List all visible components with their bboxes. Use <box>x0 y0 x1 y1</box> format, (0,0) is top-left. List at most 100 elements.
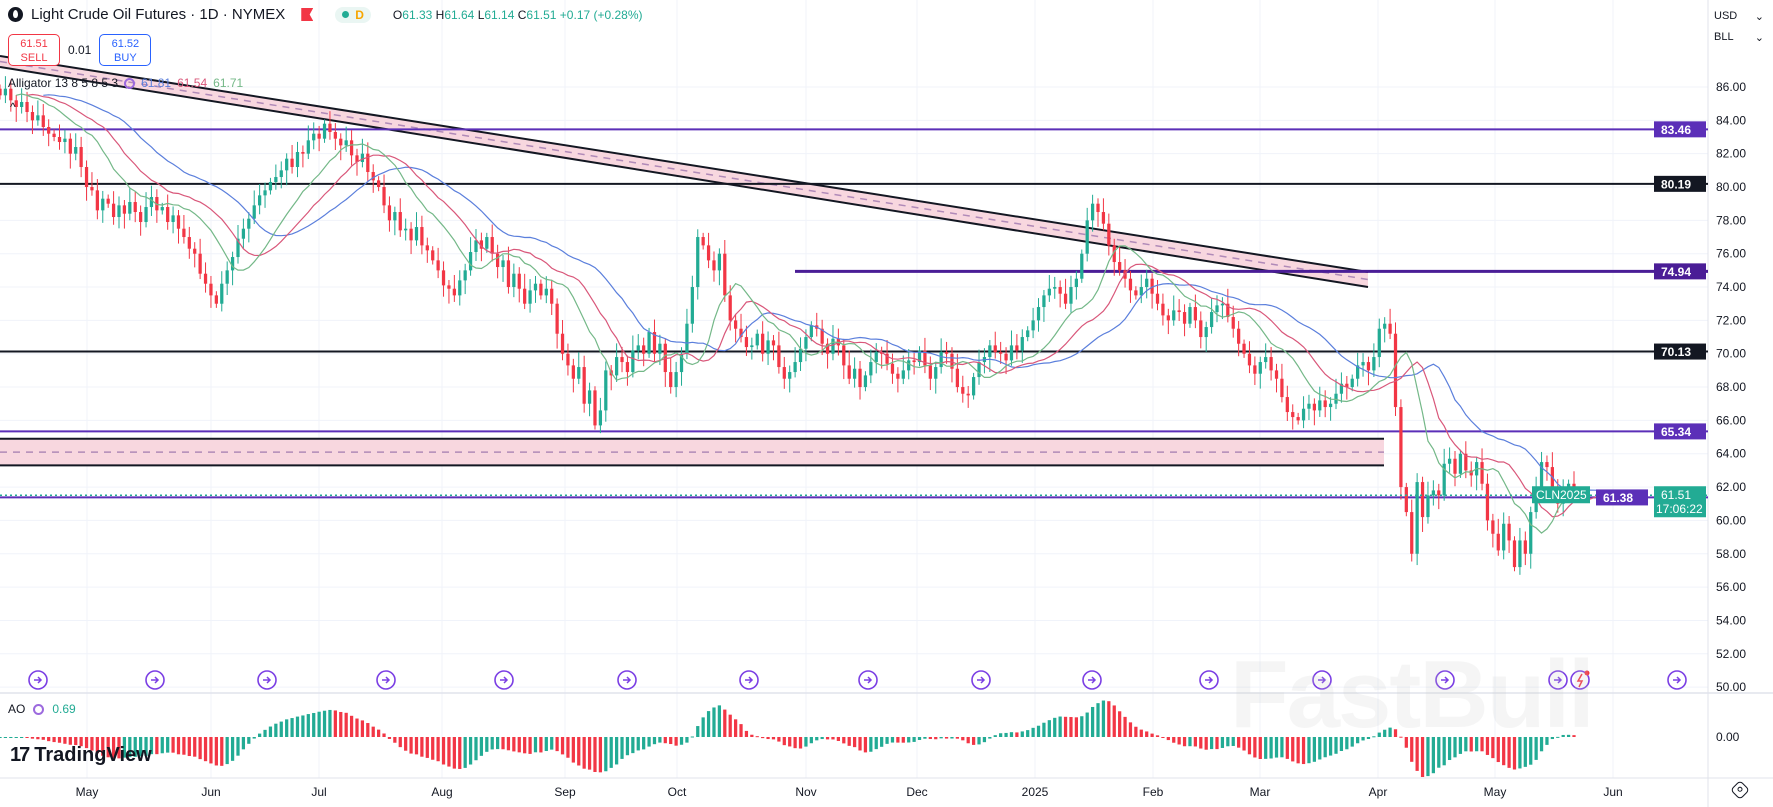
level-price-tag <box>1654 175 1706 192</box>
candle-body <box>312 133 316 141</box>
candle-body <box>1307 403 1311 409</box>
ao-bar <box>1258 737 1262 759</box>
candle-body <box>117 205 121 218</box>
ao-bar <box>912 737 916 742</box>
candle-body <box>1404 487 1408 513</box>
unit-dropdown[interactable]: BLL ⌄ <box>1710 25 1768 46</box>
candle-body <box>1177 310 1181 313</box>
symbol-title[interactable]: Light Crude Oil Futures · 1D · NYMEX <box>31 6 286 23</box>
time-tick-label: Nov <box>795 785 816 799</box>
level-price-tag <box>1654 343 1706 360</box>
ao-bar <box>1442 737 1446 766</box>
candle-body <box>220 283 224 304</box>
candle-body <box>961 387 965 394</box>
ao-bar <box>1042 722 1046 737</box>
ao-bar <box>809 737 813 744</box>
candle-body <box>247 218 251 229</box>
alligator-legend[interactable]: Alligator 13 8 5 8 5 3 61.81 61.54 61.71 <box>8 76 243 90</box>
ao-bar <box>317 711 321 737</box>
ao-bar <box>885 737 889 744</box>
buy-button[interactable]: 61.52 BUY <box>99 34 152 66</box>
price-tick-label: 86.00 <box>1716 80 1746 94</box>
candle-body <box>128 202 132 214</box>
candles <box>0 76 1576 575</box>
candle-body <box>225 270 229 284</box>
ao-legend[interactable]: AO 0.69 <box>8 702 76 716</box>
candle-body <box>928 365 932 379</box>
ao-bar <box>355 718 359 737</box>
ao-bar <box>479 737 484 756</box>
candle-body <box>1431 490 1435 496</box>
flag-icon[interactable] <box>301 8 314 21</box>
time-tick-label: Dec <box>906 785 927 799</box>
ao-bar <box>712 707 716 737</box>
candle-body <box>425 245 429 251</box>
ao-bar <box>890 737 895 743</box>
candle-body <box>1015 345 1019 351</box>
ao-bar <box>258 733 262 737</box>
currency-dropdown[interactable]: USD ⌄ <box>1710 4 1768 25</box>
candle-body <box>1042 295 1046 308</box>
ao-bar <box>750 734 754 737</box>
candle-body <box>339 138 343 146</box>
tradingview-logo-text: TradingView <box>34 744 152 766</box>
candle-body <box>1036 307 1041 321</box>
ao-bar <box>717 705 722 737</box>
candle-body <box>474 240 478 253</box>
ao-bar <box>1458 737 1463 754</box>
lightning-event-icon[interactable] <box>1570 670 1590 690</box>
sell-button[interactable]: 61.51 SELL <box>8 34 60 66</box>
ao-bar <box>301 715 305 737</box>
ao-bar <box>1345 737 1349 750</box>
ao-bar <box>485 737 489 752</box>
candle-body <box>1253 365 1257 374</box>
candle-body <box>1318 400 1322 411</box>
collapse-legend-icon[interactable]: ^ <box>10 100 16 114</box>
candle-body <box>809 325 813 338</box>
market-status-badge[interactable]: D <box>335 6 371 23</box>
sell-label: SELL <box>20 52 48 64</box>
unit-value: BLL <box>1714 31 1734 43</box>
ao-bar <box>312 712 316 737</box>
ao-bar <box>247 737 251 744</box>
ao-bar <box>1231 737 1235 746</box>
candle-body <box>187 237 191 249</box>
trend-channel-lower <box>0 66 1369 288</box>
candle-body <box>917 350 922 363</box>
ao-bar <box>79 737 83 747</box>
candle-body <box>1485 483 1490 521</box>
candle-body <box>620 357 624 363</box>
candle-body <box>1437 490 1441 496</box>
candle-body <box>355 155 359 163</box>
tradingview-logo[interactable]: 17 TradingView <box>10 744 152 767</box>
candle-body <box>1566 483 1571 488</box>
candle-body <box>47 127 51 134</box>
ao-bar <box>431 737 435 760</box>
ao-bar <box>1545 737 1549 745</box>
candle-body <box>1426 495 1430 518</box>
candle-body <box>268 182 273 191</box>
candle-body <box>463 270 467 281</box>
ao-bar <box>360 720 365 737</box>
ao-bar <box>609 737 613 768</box>
ao-bar <box>209 737 213 764</box>
candle-body <box>149 197 154 208</box>
ao-bar <box>14 737 18 738</box>
price-tick-label: 52.00 <box>1716 647 1746 661</box>
ao-bar <box>1150 733 1154 737</box>
ao-bar <box>1404 737 1408 748</box>
candle-body <box>1188 307 1192 324</box>
candle-body <box>236 238 240 258</box>
price-tick-label: 60.00 <box>1716 513 1746 527</box>
candle-body <box>1139 287 1143 296</box>
candle-body <box>1399 407 1403 488</box>
ao-bar <box>1420 737 1425 777</box>
ao-bar <box>1193 737 1197 747</box>
candle-body <box>198 253 202 274</box>
ao-bar <box>371 726 375 737</box>
candle-body <box>593 390 597 426</box>
ao-bar <box>1090 706 1095 737</box>
ao-bar <box>1518 737 1522 769</box>
candle-body <box>1464 453 1468 471</box>
